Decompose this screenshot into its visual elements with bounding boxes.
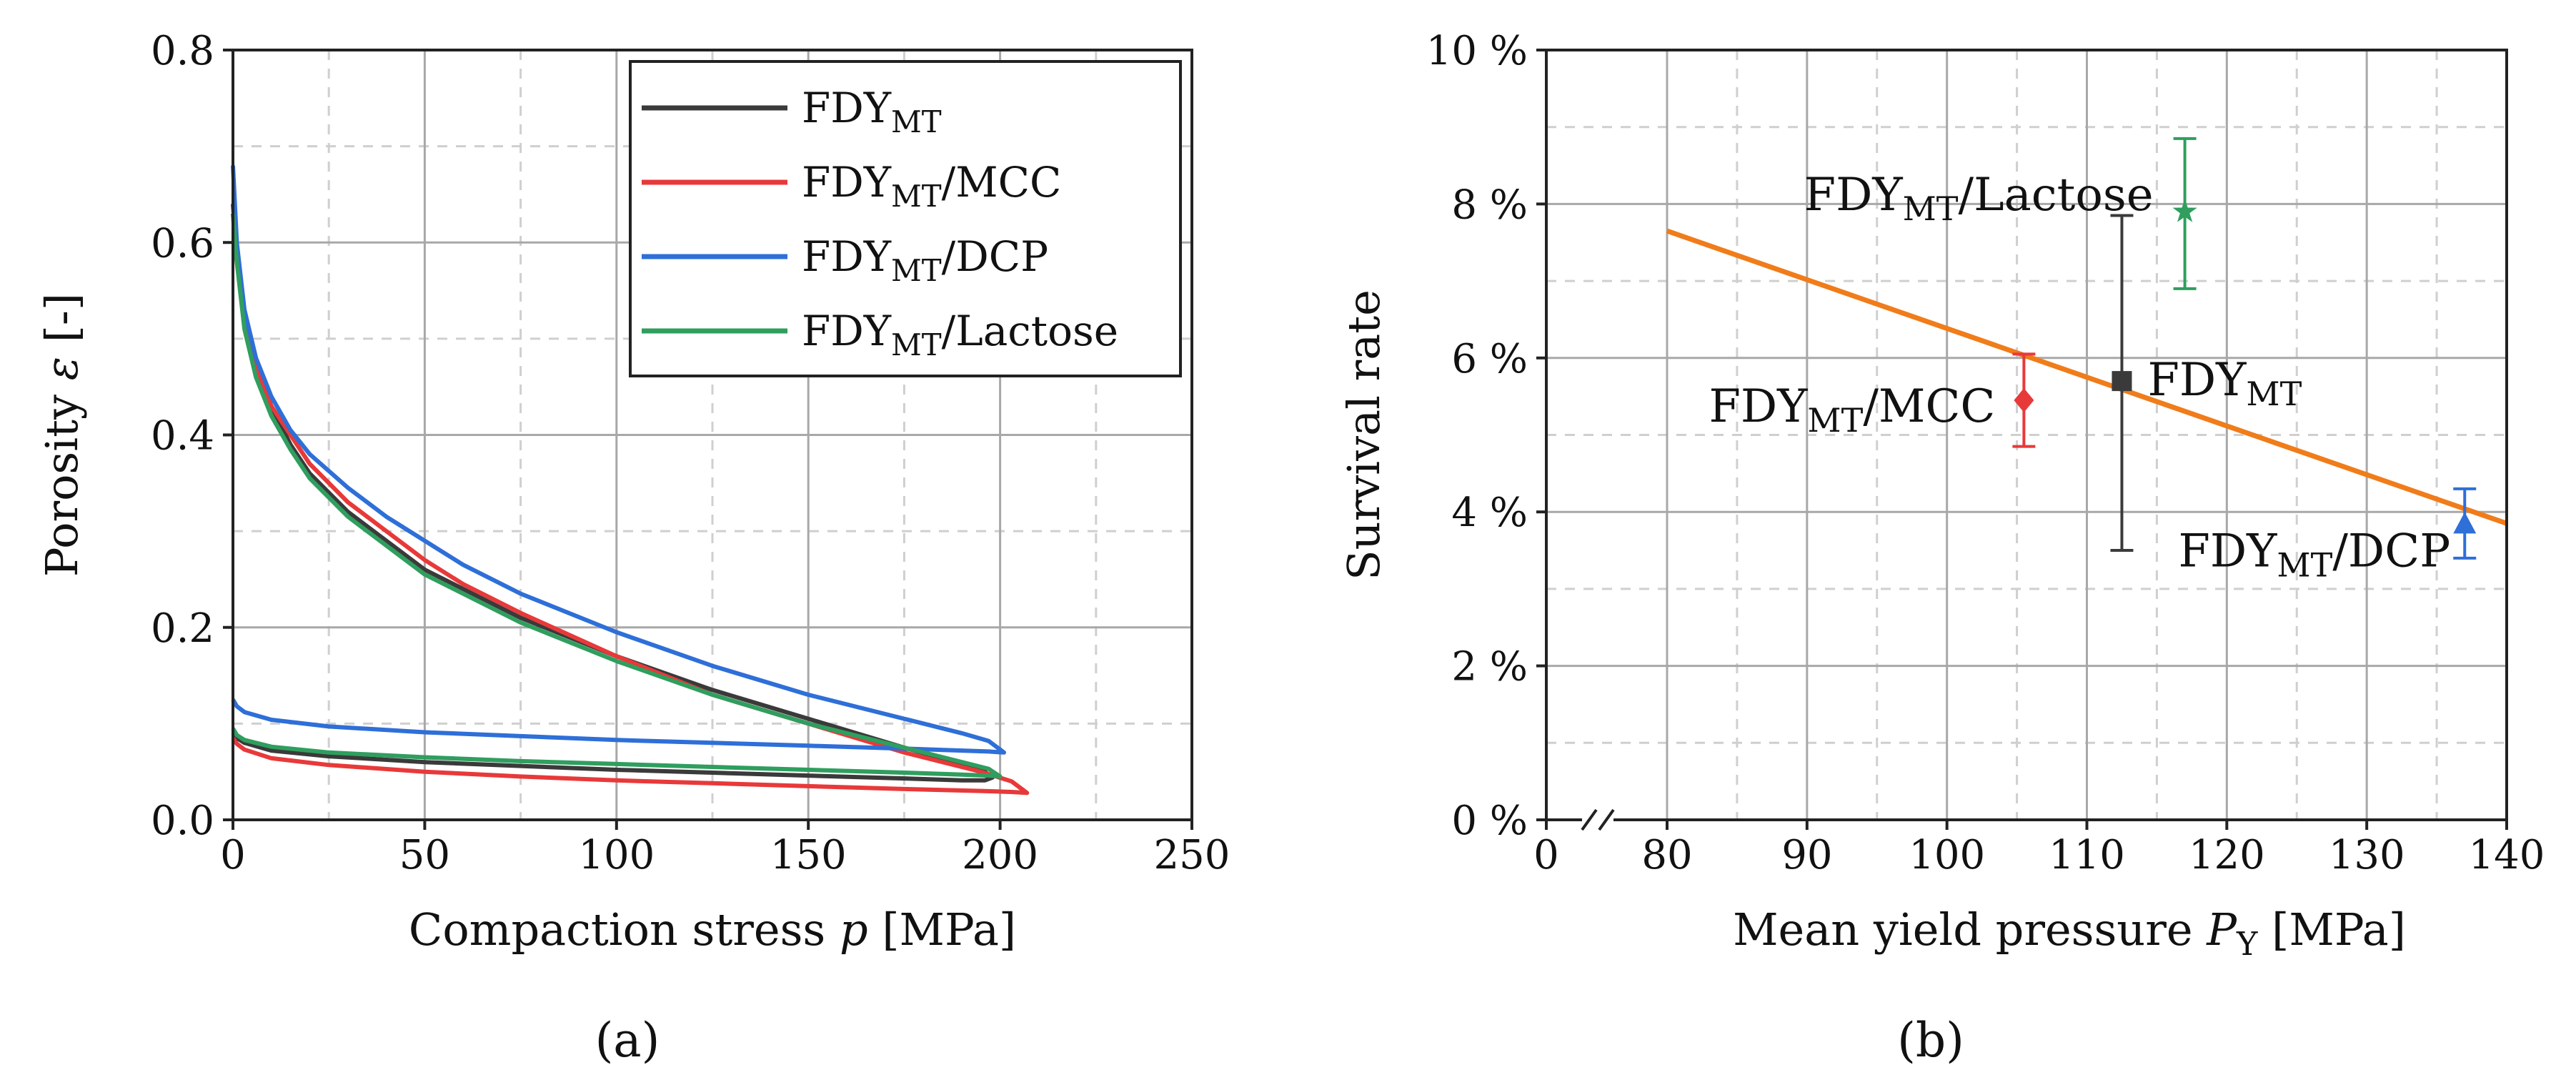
series-line-1 <box>231 213 1030 796</box>
point-label-1: FDYMT/MCC <box>1709 380 1995 440</box>
plot-frame-b <box>1545 49 2508 821</box>
marker-3 <box>2172 199 2197 222</box>
y-axis-label-b: Survival rate <box>1338 289 1390 580</box>
x-tick-label: 100 <box>1909 832 1985 878</box>
fit-line <box>1666 228 2508 526</box>
x-axis-label-a: Compaction stress p [MPa] <box>409 903 1016 956</box>
y-tick-label: 0.4 <box>151 413 214 460</box>
y-tick-label: 8 % <box>1451 182 1528 228</box>
y-tick-label: 0.8 <box>151 28 214 74</box>
x-tick-label: 0 <box>220 832 246 878</box>
axis-break-gap <box>1582 810 1613 830</box>
x-tick-label: 130 <box>2329 832 2405 878</box>
x-axis-label-b: Mean yield pressure PY [MPa] <box>1733 903 2406 963</box>
x-tick-label: 200 <box>962 832 1038 878</box>
legend-label-2: FDYMT/DCP <box>802 232 1048 288</box>
y-tick-label: 0.2 <box>151 605 214 652</box>
y-tick-label: 0.6 <box>151 220 214 267</box>
marker-0 <box>2112 371 2132 392</box>
panel-label-a: (a) <box>595 1013 660 1068</box>
y-tick-label: 0.0 <box>151 798 214 844</box>
x-tick-label: 100 <box>578 832 655 878</box>
y-tick-label: 4 % <box>1451 490 1528 536</box>
y-tick-label: 6 % <box>1451 336 1528 382</box>
y-tick-label: 10 % <box>1426 28 1528 74</box>
panel-label-b: (b) <box>1897 1013 1964 1068</box>
axis-break-mark <box>1581 808 1598 831</box>
legend-label-0: FDYMT <box>802 84 942 139</box>
y-tick-label: 2 % <box>1451 644 1528 690</box>
legend-label-1: FDYMT/MCC <box>802 158 1061 214</box>
x-tick-label-zero: 0 <box>1533 832 1559 878</box>
x-tick-label: 90 <box>1781 832 1832 878</box>
x-tick-label: 80 <box>1641 832 1692 878</box>
panel-b-survival-chart: FDYMT FDYMT/MCC FDYMT/DCP FDYMT/Lactose 0 80 9… <box>1338 28 2545 963</box>
series-line-3 <box>231 213 1003 779</box>
y-axis-label-a: Porosity ε [-] <box>36 293 88 577</box>
legend-box <box>629 60 1182 377</box>
x-tick-label: 110 <box>2049 832 2125 878</box>
x-tick-label: 50 <box>399 832 450 878</box>
legend-label-3: FDYMT/Lactose <box>802 307 1118 362</box>
axis-break-mark <box>1598 808 1615 831</box>
series-line-2 <box>231 165 1006 755</box>
panel-a-porosity-chart: 0 50 100 150 200 250 0.0 0.2 0.4 0.6 0.8 Compaction… <box>36 28 1230 956</box>
x-tick-label: 150 <box>770 832 847 878</box>
point-label-3: FDYMT/Lactose <box>1804 169 2154 228</box>
x-tick-label: 250 <box>1154 832 1230 878</box>
x-tick-label: 120 <box>2189 832 2265 878</box>
marker-1 <box>2014 388 2034 413</box>
marker-2 <box>2453 512 2477 534</box>
y-tick-label: 0 % <box>1451 798 1528 844</box>
x-tick-label: 140 <box>2469 832 2545 878</box>
point-label-2: FDYMT/DCP <box>2178 525 2450 584</box>
point-label-0: FDYMT <box>2147 354 2302 413</box>
